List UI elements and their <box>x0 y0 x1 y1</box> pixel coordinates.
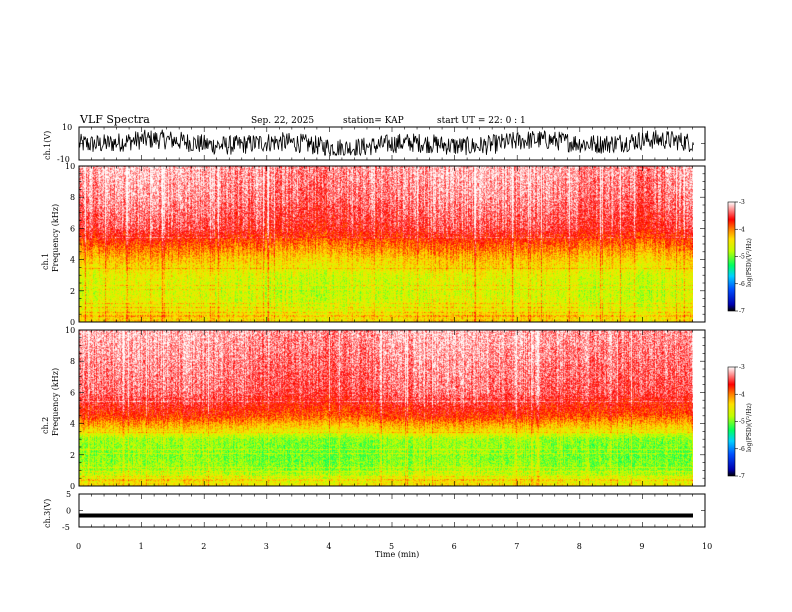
ch1-spectrogram-panel: 0 2 4 6 8 10 ch.1 Frequency (kHz) <box>41 162 706 327</box>
ch1-colorbar-tick-label-3: -6 <box>739 281 745 288</box>
ch1-spectrogram-ytick-label-0: 0 <box>70 318 75 327</box>
ch2-spectrogram-yticks: 0 2 4 6 8 10 <box>65 326 705 491</box>
x-axis: 0 1 2 3 4 5 6 7 8 9 10 <box>76 127 712 551</box>
ch1-spectrogram-ytick-label-1: 2 <box>70 287 75 296</box>
ch3-waveform-ylabel: ch.3(V) <box>43 499 52 528</box>
ch2-spectrogram-panel: 0 2 4 6 8 10 ch.2 Frequency (kHz) <box>41 326 706 491</box>
ch2-spectrogram-ytick-label-1: 2 <box>70 451 75 460</box>
ch2-colorbar-label: log(PSD)(V²/Hz) <box>746 403 753 452</box>
x-tick-label-3: 3 <box>264 542 269 551</box>
x-tick-label-9: 9 <box>639 542 644 551</box>
ch1-spectrogram-ylabel: Frequency (kHz) <box>51 204 60 272</box>
x-tick-label-4: 4 <box>326 542 331 551</box>
ch2-spectrogram-ytick-label-4: 8 <box>70 357 75 366</box>
ch2-colorbar-tick-label-2: -5 <box>739 419 745 426</box>
x-tick-label-2: 2 <box>201 542 206 551</box>
x-tick-label-10: 10 <box>702 542 712 551</box>
ch1-colorbar-scale <box>727 201 736 312</box>
ch1-colorbar-tick-label-0: -3 <box>739 199 745 206</box>
ch1-colorbar-label: log(PSD)(V²/Hz) <box>746 238 753 287</box>
ch1-spectrogram-ylabel-channel: ch.1 <box>41 253 50 270</box>
ch2-colorbar-scale <box>727 366 736 477</box>
ch1-spectrogram-ytick-label-5: 10 <box>65 162 75 171</box>
ch2-spectrogram-ytick-label-2: 4 <box>70 420 75 429</box>
ch1-colorbar: -3 -4 -5 -6 -7 log(PSD)(V²/Hz) <box>727 199 753 315</box>
ch2-spectrogram-image <box>79 330 693 486</box>
x-tick-label-8: 8 <box>577 542 582 551</box>
station-label: station= KAP <box>343 116 404 126</box>
ch2-colorbar-tick-label-1: -4 <box>739 391 745 398</box>
ch1-waveform-panel: 10 -10 ch.1(V) <box>43 123 706 164</box>
ch2-spectrogram-ylabel-channel: ch.2 <box>41 417 50 434</box>
ch1-ytick-bottom: -10 <box>57 155 70 164</box>
ch1-spectrogram-image <box>79 166 693 322</box>
ch2-spectrogram-ytick-label-5: 10 <box>65 326 75 335</box>
ch1-colorbar-tick-label-4: -7 <box>739 308 745 315</box>
ch1-ytick-top: 10 <box>62 123 72 132</box>
ch2-colorbar: -3 -4 -5 -6 -7 log(PSD)(V²/Hz) <box>727 364 753 480</box>
ch3-ytick-label-2: -5 <box>62 523 70 532</box>
start-time-label: start UT = 22: 0 : 1 <box>437 116 526 126</box>
ch2-spectrogram-ytick-label-0: 0 <box>70 482 75 491</box>
x-tick-label-1: 1 <box>139 542 144 551</box>
ch1-spectrogram-ytick-label-2: 4 <box>70 256 75 265</box>
ch3-waveform-trace <box>79 513 693 518</box>
ch2-colorbar-tick-label-4: -7 <box>739 473 745 480</box>
ch1-spectrogram-ytick-label-4: 8 <box>70 193 75 202</box>
ch2-spectrogram-ylabel: Frequency (kHz) <box>51 368 60 436</box>
ch3-waveform-panel: 5 0 -5 ch.3(V) <box>43 490 706 532</box>
ch2-colorbar-tick-label-0: -3 <box>739 364 745 371</box>
ch3-ytick-label-1: 0 <box>66 507 71 516</box>
x-tick-label-6: 6 <box>452 542 457 551</box>
ch1-spectrogram-ytick-label-3: 6 <box>70 224 75 233</box>
figure-title: VLF Spectra <box>79 113 150 126</box>
ch2-spectrogram-ytick-label-3: 6 <box>70 388 75 397</box>
date-label: Sep. 22, 2025 <box>251 116 314 126</box>
ch1-waveform-ylabel: ch.1(V) <box>43 131 52 160</box>
ch3-ytick-label-0: 5 <box>66 490 71 499</box>
x-tick-label-5: 5 <box>389 542 394 551</box>
ch1-colorbar-tick-label-1: -4 <box>739 226 745 233</box>
ch1-spectrogram-yticks: 0 2 4 6 8 10 <box>65 162 705 327</box>
x-tick-label-7: 7 <box>514 542 519 551</box>
ch1-waveform-trace <box>78 129 694 157</box>
x-axis-label: Time (min) <box>375 550 419 559</box>
x-tick-label-0: 0 <box>76 542 81 551</box>
ch2-colorbar-tick-label-3: -6 <box>739 446 745 453</box>
ch1-colorbar-tick-label-2: -5 <box>739 254 745 261</box>
